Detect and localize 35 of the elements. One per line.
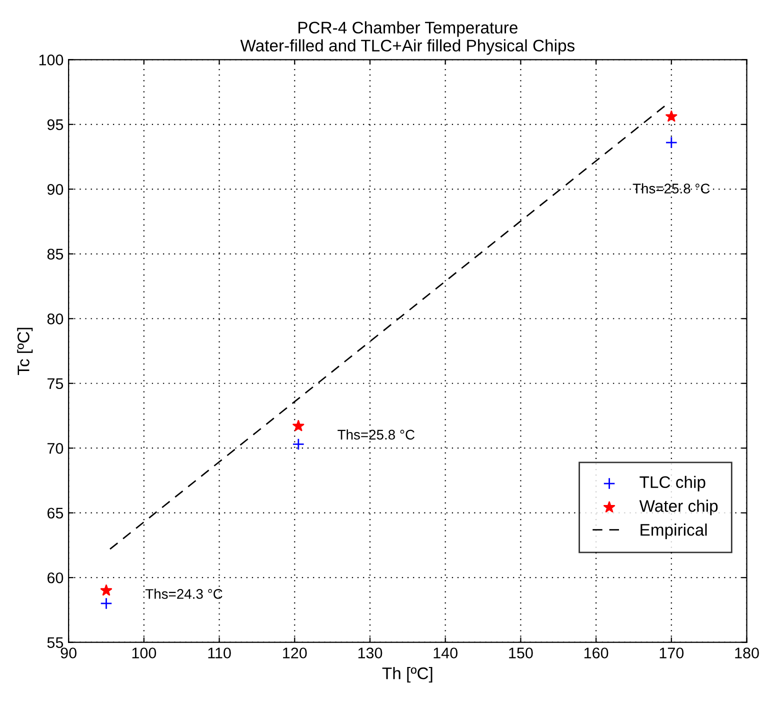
legend-label: Empirical — [640, 524, 707, 540]
x-tick-label: 170 — [660, 648, 684, 658]
x-tick-label: 130 — [358, 648, 382, 658]
point — [292, 438, 304, 450]
point — [666, 110, 678, 122]
x-tick-label: 150 — [509, 648, 533, 658]
y-tick-label: 55 — [47, 637, 64, 648]
point — [292, 420, 304, 432]
point — [665, 136, 678, 149]
x-tick-label: 160 — [584, 648, 608, 658]
chart-title: PCR-4 Chamber Temperature Water-filled and TLC+Air filled Physical Chips — [240, 21, 575, 55]
y-tick-label: 100 — [39, 54, 64, 66]
x-tick-label: 120 — [283, 648, 307, 658]
point — [100, 597, 112, 610]
annotation: Ths=25.8 °C — [338, 429, 415, 440]
x-axis-title: Th [ºC] — [382, 666, 432, 683]
legend-label: Water chip — [639, 500, 718, 516]
y-tick-label: 90 — [47, 184, 64, 195]
y-tick-label: 80 — [47, 314, 64, 324]
y-tick-label: 75 — [48, 378, 64, 390]
x-tick-label: 100 — [132, 648, 156, 658]
legend-label: TLC chip — [640, 476, 706, 492]
annotation: Ths=25.8 °C — [632, 183, 710, 194]
y-tick-label: 85 — [47, 248, 64, 260]
annotation: Ths=24.3 °C — [145, 588, 222, 599]
y-tick-label: 95 — [47, 119, 64, 130]
x-tick-label: 90 — [60, 648, 76, 658]
y-tick-label: 65 — [48, 508, 64, 519]
y-tick-label: 70 — [48, 442, 64, 454]
y-axis-title: Tc [ºC] — [17, 328, 33, 375]
x-tick-label: 110 — [208, 648, 231, 658]
y-tick-label: 60 — [48, 572, 64, 584]
point — [100, 584, 112, 596]
x-tick-label: 180 — [735, 648, 759, 658]
x-tick-label: 140 — [434, 648, 458, 658]
